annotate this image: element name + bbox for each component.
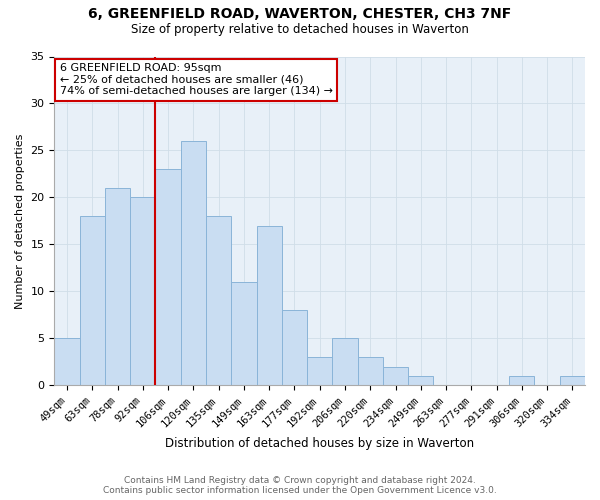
Bar (307, 357, 332, 386)
Bar (155, 170, 181, 386)
Bar (181, 141, 206, 386)
Bar (332, 338, 358, 386)
Y-axis label: Number of detached properties: Number of detached properties (15, 133, 25, 308)
Bar (358, 357, 383, 386)
Bar (206, 216, 231, 386)
Text: Contains HM Land Registry data © Crown copyright and database right 2024.
Contai: Contains HM Land Registry data © Crown c… (103, 476, 497, 495)
Bar (231, 282, 257, 386)
Bar (383, 366, 408, 386)
Bar (282, 310, 307, 386)
X-axis label: Distribution of detached houses by size in Waverton: Distribution of detached houses by size … (165, 437, 474, 450)
Bar (257, 226, 282, 386)
Bar (80, 216, 105, 386)
Text: 6 GREENFIELD ROAD: 95sqm
← 25% of detached houses are smaller (46)
74% of semi-d: 6 GREENFIELD ROAD: 95sqm ← 25% of detach… (60, 63, 333, 96)
Bar (560, 376, 585, 386)
Bar (408, 376, 433, 386)
Bar (105, 188, 130, 386)
Bar (130, 198, 155, 386)
Bar (55, 338, 80, 386)
Text: 6, GREENFIELD ROAD, WAVERTON, CHESTER, CH3 7NF: 6, GREENFIELD ROAD, WAVERTON, CHESTER, C… (88, 8, 512, 22)
Text: Size of property relative to detached houses in Waverton: Size of property relative to detached ho… (131, 22, 469, 36)
Bar (509, 376, 535, 386)
